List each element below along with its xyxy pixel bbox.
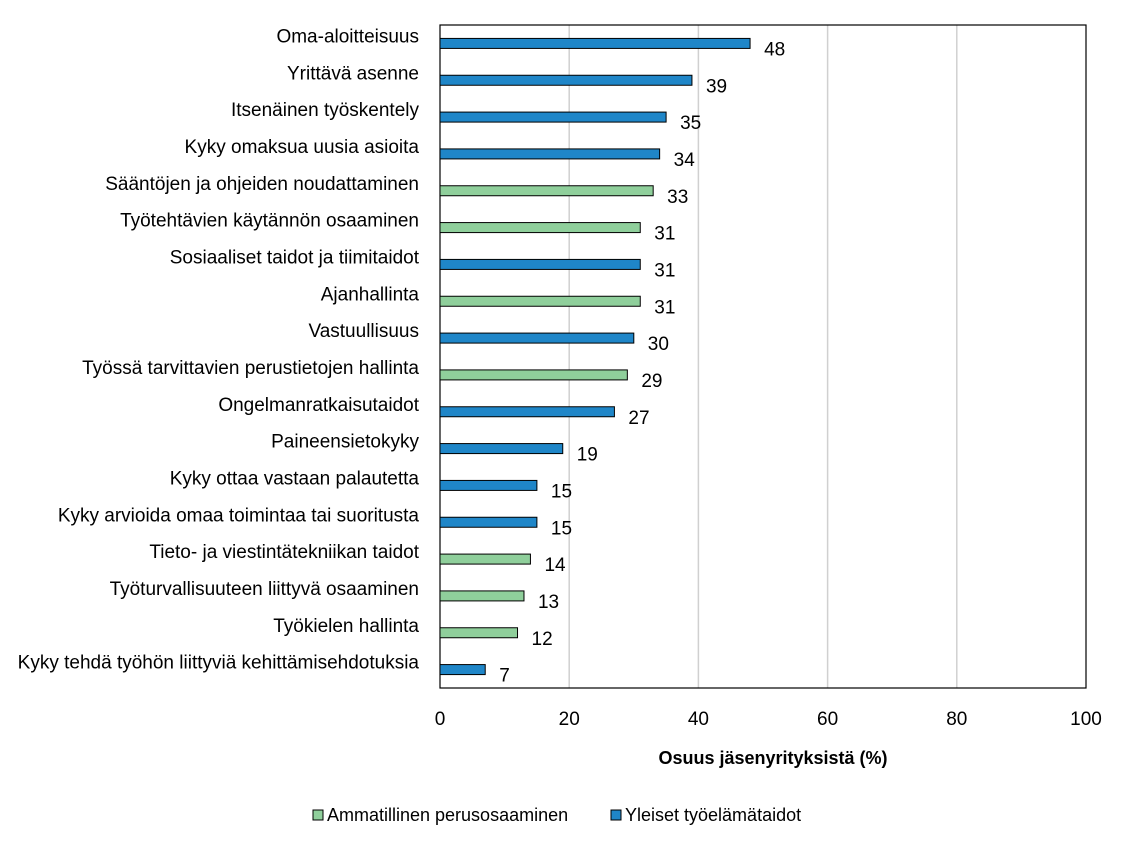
x-tick-label: 20 bbox=[559, 709, 580, 730]
bar bbox=[439, 37, 751, 49]
bar bbox=[439, 185, 654, 197]
data-label: 14 bbox=[544, 555, 566, 576]
category-label: Yrittävä asenne bbox=[287, 63, 419, 84]
x-tick-label: 100 bbox=[1070, 709, 1102, 730]
bar bbox=[439, 664, 486, 676]
category-label: Työssä tarvittavien perustietojen hallin… bbox=[82, 358, 419, 379]
data-label: 13 bbox=[538, 592, 559, 613]
data-label: 30 bbox=[648, 334, 669, 355]
category-label: Oma-aloitteisuus bbox=[276, 26, 419, 47]
category-label: Itsenäinen työskentely bbox=[231, 100, 420, 121]
data-label: 29 bbox=[641, 371, 662, 392]
category-label: Työturvallisuuteen liittyvä osaaminen bbox=[110, 579, 419, 600]
legend-label: Ammatillinen perusosaaminen bbox=[327, 805, 568, 825]
x-tick-label: 0 bbox=[435, 709, 446, 730]
category-label: Kyky ottaa vastaan palautetta bbox=[170, 468, 420, 489]
bar bbox=[439, 295, 641, 307]
data-label: 34 bbox=[674, 150, 696, 171]
category-label: Sosiaaliset taidot ja tiimitaidot bbox=[170, 247, 420, 268]
legend-swatch bbox=[610, 809, 622, 821]
bar bbox=[439, 443, 564, 455]
bar bbox=[439, 222, 641, 234]
data-label: 31 bbox=[654, 260, 675, 281]
x-axis-tick-labels: 0 20 40 60 80 100 bbox=[435, 709, 1102, 730]
legend: Ammatillinen perusosaaminen Yleiset työel… bbox=[312, 805, 801, 825]
plot-area-border bbox=[439, 24, 1087, 689]
bars bbox=[439, 37, 751, 676]
bar bbox=[439, 553, 531, 565]
gridlines bbox=[568, 25, 958, 688]
x-axis-title: Osuus jäsenyrityksistä (%) bbox=[658, 748, 887, 768]
data-label: 15 bbox=[551, 481, 572, 502]
bar bbox=[439, 406, 615, 418]
data-label: 39 bbox=[706, 76, 727, 97]
category-label: Kyky tehdä työhön liittyviä kehittämiseh… bbox=[18, 653, 420, 674]
data-label: 31 bbox=[654, 297, 675, 318]
x-tick-label: 60 bbox=[817, 709, 838, 730]
data-label: 19 bbox=[577, 445, 598, 466]
data-label: 48 bbox=[764, 39, 785, 60]
bar bbox=[439, 516, 538, 528]
bar bbox=[439, 627, 519, 639]
data-label: 7 bbox=[499, 666, 510, 687]
category-label: Kyky arvioida omaa toimintaa tai suoritu… bbox=[58, 505, 420, 526]
category-label: Paineensietokyky bbox=[271, 432, 419, 453]
data-label: 12 bbox=[532, 629, 553, 650]
category-label: Vastuullisuus bbox=[308, 321, 419, 342]
bar bbox=[439, 111, 667, 123]
data-label: 33 bbox=[667, 187, 688, 208]
bar bbox=[439, 74, 693, 86]
category-label: Työkielen hallinta bbox=[273, 616, 419, 637]
category-label: Työtehtävien käytännön osaaminen bbox=[120, 211, 419, 232]
legend-label: Yleiset työelämätaidot bbox=[625, 805, 801, 825]
category-labels: Oma-aloitteisuus Yrittävä asenne Itsenäine… bbox=[18, 26, 420, 673]
bar bbox=[439, 332, 635, 344]
x-tick-label: 40 bbox=[688, 709, 709, 730]
category-label: Sääntöjen ja ohjeiden noudattaminen bbox=[105, 174, 419, 195]
category-label: Kyky omaksua uusia asioita bbox=[185, 137, 420, 158]
category-label: Ongelmanratkaisutaidot bbox=[218, 395, 419, 416]
bar bbox=[439, 369, 628, 381]
legend-swatch bbox=[312, 809, 324, 821]
bar bbox=[439, 479, 538, 491]
data-label: 35 bbox=[680, 113, 701, 134]
data-label: 15 bbox=[551, 518, 572, 539]
x-tick-label: 80 bbox=[946, 709, 967, 730]
category-label: Tieto- ja viestintätekniikan taidot bbox=[149, 542, 419, 563]
category-label: Ajanhallinta bbox=[321, 284, 420, 305]
bar bbox=[439, 258, 641, 270]
bar bbox=[439, 148, 661, 160]
bar bbox=[439, 590, 525, 602]
data-label: 27 bbox=[628, 408, 649, 429]
data-label: 31 bbox=[654, 224, 675, 245]
